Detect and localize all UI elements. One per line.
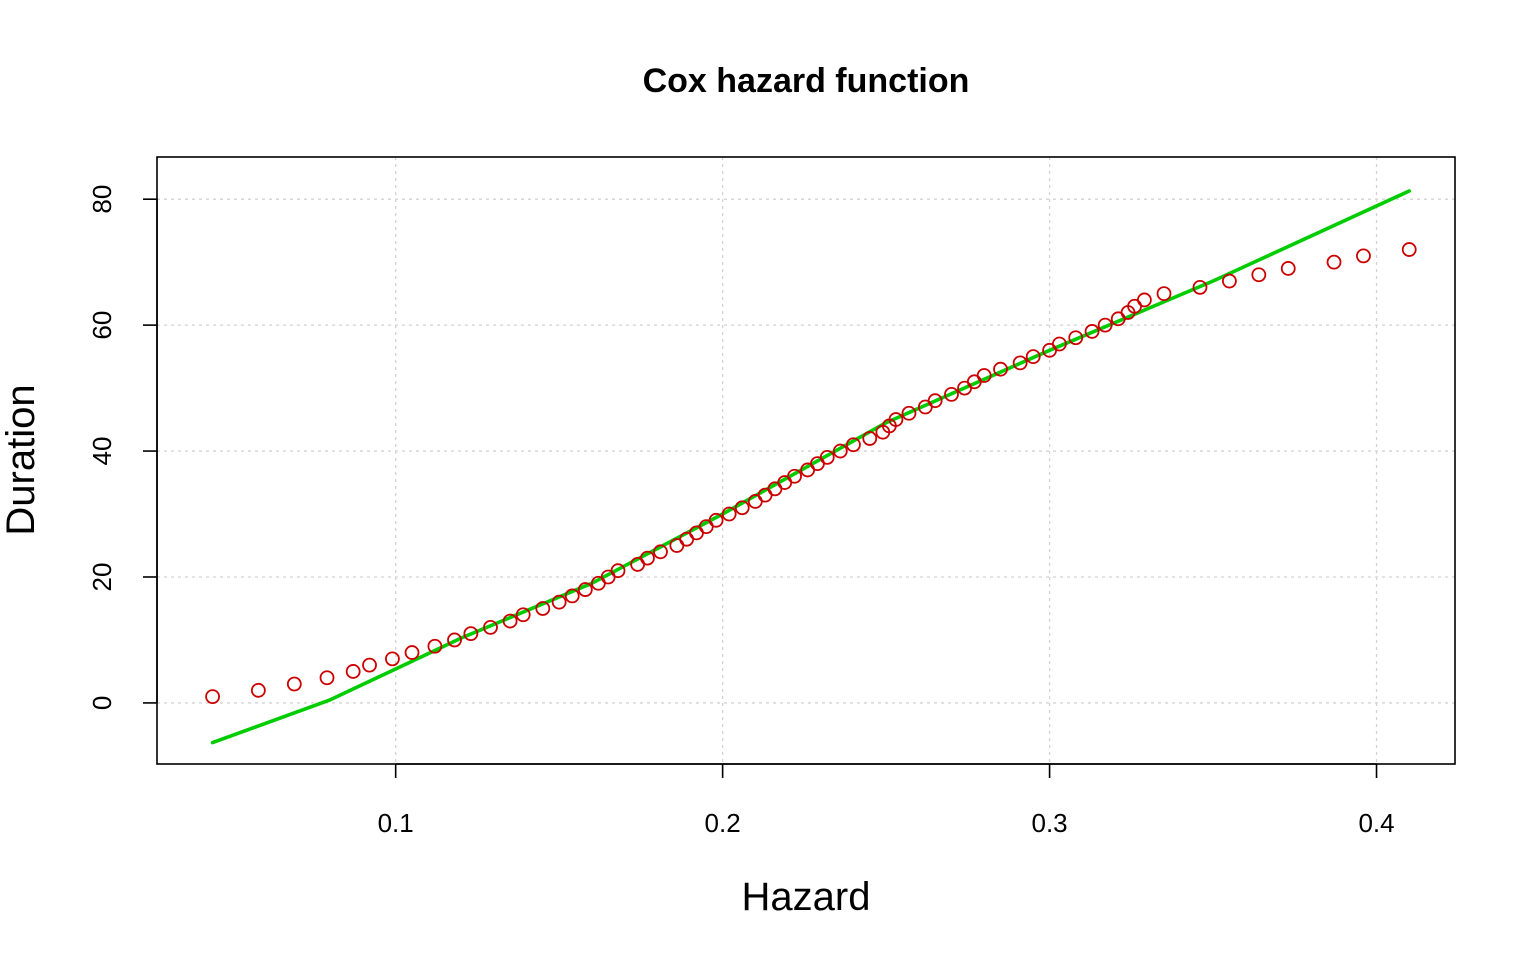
y-tick-label: 40 <box>87 437 117 466</box>
data-point <box>1084 324 1100 339</box>
data-point <box>362 657 377 673</box>
y-tick-label: 60 <box>87 311 117 340</box>
data-point <box>976 368 992 383</box>
data-point <box>1156 286 1172 302</box>
data-point <box>551 594 567 610</box>
x-tick-label: 0.4 <box>1358 808 1394 838</box>
data-point <box>888 412 904 427</box>
y-tick-label: 0 <box>87 696 117 710</box>
data-point <box>483 619 498 635</box>
data-point <box>993 361 1008 377</box>
data-point <box>463 626 479 642</box>
data-point <box>205 689 220 705</box>
data-point <box>787 468 802 484</box>
data-point <box>427 638 443 654</box>
data-point <box>721 506 737 522</box>
grid-lines <box>157 157 1455 764</box>
data-points <box>205 242 1417 705</box>
y-tick-label: 20 <box>87 563 117 592</box>
data-point <box>577 582 593 597</box>
data-point <box>927 393 943 409</box>
data-point <box>502 613 518 629</box>
x-tick-label: 0.3 <box>1032 808 1068 838</box>
data-point <box>1192 279 1208 295</box>
data-point <box>1280 261 1296 276</box>
data-point <box>944 386 959 402</box>
data-point <box>832 443 848 459</box>
data-point <box>515 607 531 623</box>
data-point <box>1068 330 1084 346</box>
data-point <box>640 550 655 566</box>
x-axis-label: Hazard <box>742 875 871 919</box>
data-point <box>1025 349 1041 365</box>
data-point <box>319 670 335 686</box>
data-point <box>1051 336 1067 352</box>
data-point <box>1097 317 1113 333</box>
data-point <box>286 676 302 692</box>
x-axis: 0.1 0.2 0.3 0.4 <box>378 763 1395 838</box>
data-point <box>1251 267 1267 283</box>
chart-title: Cox hazard function <box>643 62 970 100</box>
data-point <box>250 682 266 698</box>
y-axis: 0 20 40 60 80 <box>87 185 158 710</box>
data-point <box>653 544 668 560</box>
data-point <box>1222 273 1237 289</box>
data-point <box>862 431 878 446</box>
data-point <box>734 500 750 516</box>
data-point <box>404 645 420 660</box>
y-axis-label: Duration <box>0 384 43 535</box>
data-point <box>447 632 462 648</box>
data-point <box>1326 254 1342 270</box>
data-point <box>1136 292 1152 308</box>
data-point <box>1012 355 1028 371</box>
x-tick-label: 0.2 <box>705 808 741 838</box>
data-point <box>1356 248 1371 264</box>
data-point <box>385 651 400 667</box>
data-point <box>345 664 361 679</box>
y-tick-label: 80 <box>87 185 117 214</box>
data-point <box>610 563 626 579</box>
data-point <box>564 588 580 604</box>
data-point <box>846 437 861 453</box>
data-point <box>819 449 835 465</box>
data-point <box>535 601 551 616</box>
data-point <box>901 405 917 421</box>
x-tick-label: 0.1 <box>378 808 414 838</box>
data-point <box>708 512 724 528</box>
data-point <box>1401 242 1417 257</box>
